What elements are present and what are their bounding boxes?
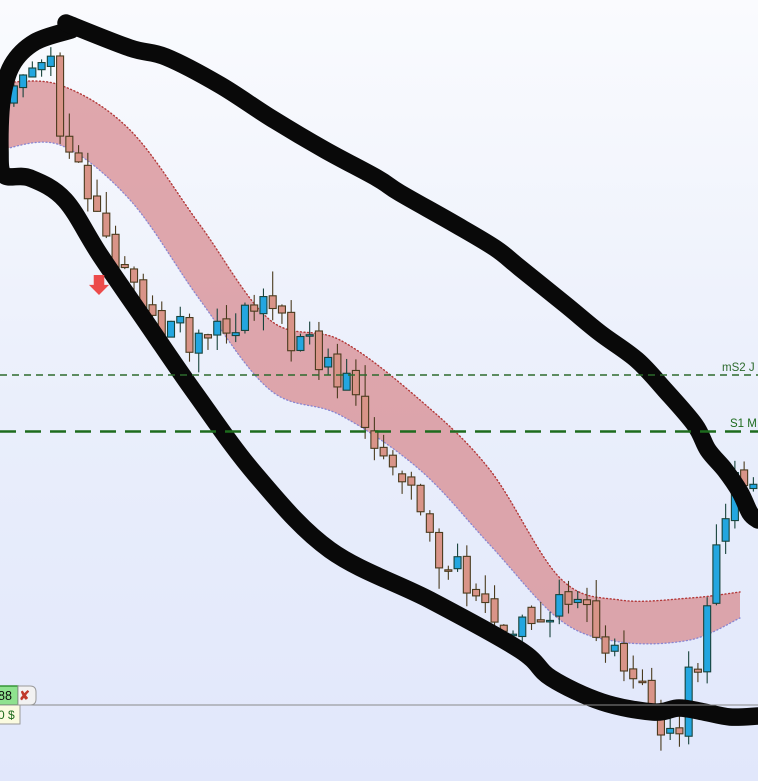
- svg-text:88: 88: [0, 689, 12, 703]
- svg-text:✘: ✘: [19, 688, 30, 703]
- svg-text:0 $: 0 $: [0, 708, 15, 722]
- svg-text:S1 M: S1 M: [730, 418, 757, 430]
- svg-text:mS2 J: mS2 J: [722, 362, 755, 374]
